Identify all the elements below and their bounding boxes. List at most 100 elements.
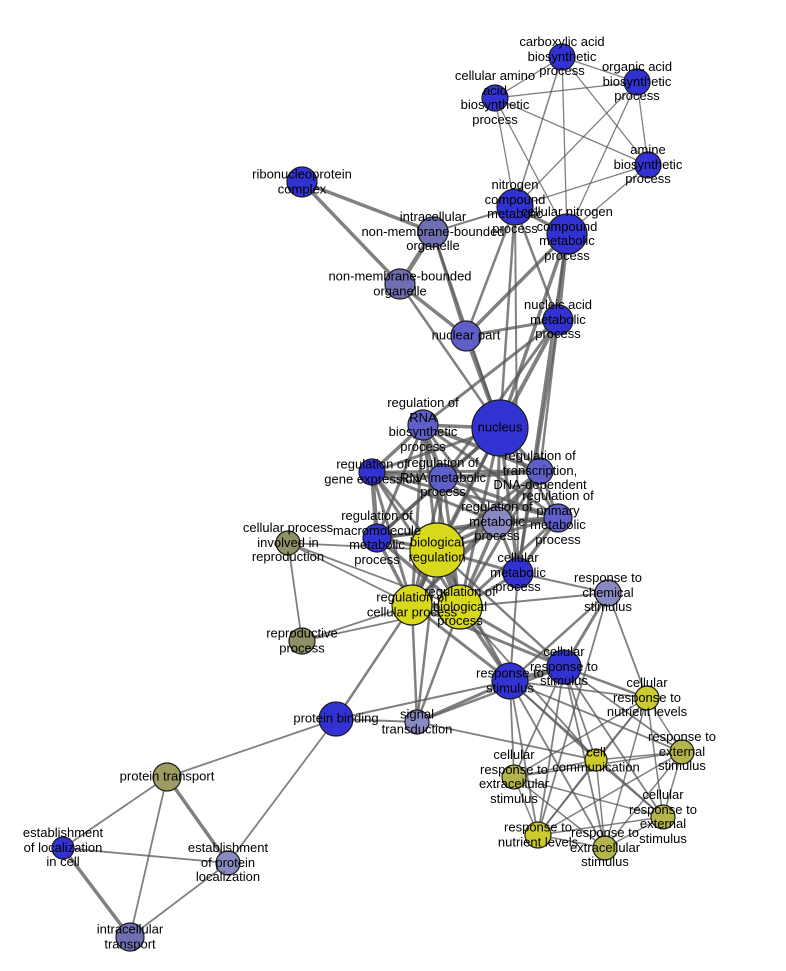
- edges-layer: [61, 56, 683, 939]
- node-cellrespnutrient[interactable]: [634, 685, 660, 711]
- node-respchem[interactable]: [594, 579, 622, 607]
- edge-cellmet-cellnitro: [516, 233, 569, 574]
- edge-nucleus-cellnitro: [498, 233, 569, 429]
- node-amine[interactable]: [634, 151, 662, 179]
- node-reggene[interactable]: [358, 458, 386, 486]
- edge-regrnabio-nucleic: [422, 318, 559, 427]
- edge-carb-cellnitro: [561, 56, 568, 235]
- edge-estloccell-intratransport: [61, 846, 132, 939]
- node-cellnitro[interactable]: [546, 213, 588, 255]
- node-org[interactable]: [623, 68, 651, 96]
- nodes-layer: [51, 43, 695, 952]
- edge-regcellproc-proteinbind: [334, 604, 414, 720]
- node-regtrans[interactable]: [526, 457, 554, 485]
- node-respexternal[interactable]: [669, 739, 695, 765]
- edge-cellrespexternal-respnutrient: [537, 816, 664, 836]
- node-amino[interactable]: [481, 84, 509, 112]
- node-intratransport[interactable]: [115, 922, 145, 952]
- edge-reggene-regmet: [371, 470, 498, 524]
- edge-cellrespexternal-cellrespnutrient: [646, 697, 664, 818]
- edge-ribo-intraorg: [301, 180, 434, 234]
- node-regbioproc[interactable]: [437, 584, 483, 630]
- node-regmet[interactable]: [481, 506, 513, 538]
- edge-regrnamet-regprimary: [442, 476, 559, 520]
- edge-cellrespstim-cellrespexternal: [563, 666, 664, 818]
- node-estloccell[interactable]: [51, 836, 75, 860]
- edge-respchem-respstim: [509, 592, 609, 682]
- edge-respexternal-respnutrient: [537, 751, 683, 836]
- edge-regrnabio-regmet: [421, 424, 499, 523]
- node-respstim[interactable]: [491, 662, 529, 700]
- node-regmacro[interactable]: [362, 523, 392, 553]
- node-intraorg[interactable]: [417, 216, 449, 248]
- node-repro[interactable]: [288, 627, 316, 655]
- edge-proteintransport-estprotloc: [165, 775, 230, 865]
- edge-cellcomm-respextracell: [595, 759, 606, 849]
- edge-regbioproc-respchem: [459, 592, 609, 608]
- node-proteintransport[interactable]: [152, 762, 182, 792]
- edge-cellcomm-respexternal: [595, 751, 683, 761]
- edge-cellrespextracell-cellrespexternal: [513, 776, 664, 818]
- edge-cellrespextracell-cellrespnutrient: [513, 697, 648, 778]
- edge-regcellproc-cellrespstim: [411, 603, 565, 669]
- edge-cellcomm-cellrespexternal: [595, 759, 664, 818]
- edge-nucleus-nitro: [498, 206, 517, 429]
- edge-proteintransport-intratransport: [129, 776, 168, 938]
- node-estprotloc[interactable]: [215, 850, 241, 876]
- node-cellmet[interactable]: [502, 557, 534, 589]
- node-cellrespexternal[interactable]: [650, 804, 676, 830]
- edge-reggene-regcellproc: [370, 471, 414, 606]
- edge-amino-amine: [494, 97, 649, 166]
- edge-respchem-cellrespnutrient: [607, 592, 648, 699]
- edge-estloccell-estprotloc: [62, 847, 229, 864]
- node-nucleic[interactable]: [542, 304, 574, 336]
- edge-cellrespextracell-cellcomm: [513, 759, 597, 778]
- node-proteinbind[interactable]: [318, 701, 354, 737]
- edge-cellprocrepro-repro: [287, 542, 303, 642]
- edge-cellmet-nitro: [514, 206, 519, 574]
- node-nmborg[interactable]: [384, 268, 416, 300]
- edge-cellrespextracell-respextracell: [513, 776, 606, 849]
- edge-regrnamet-nucleic: [441, 319, 560, 479]
- edge-ribo-nmborg: [300, 180, 402, 286]
- edge-proteintransport-estloccell: [62, 776, 168, 849]
- node-regcellproc[interactable]: [391, 584, 433, 626]
- edge-respstim-proteinbind: [335, 680, 511, 720]
- edge-carb-amine: [561, 56, 649, 166]
- edge-estprotloc-intratransport: [129, 862, 229, 938]
- edge-amino-cellnitro: [494, 97, 568, 235]
- node-signal[interactable]: [404, 709, 430, 735]
- edge-org-cellnitro: [566, 81, 638, 235]
- node-nuclearpart[interactable]: [450, 320, 482, 352]
- node-regrnamet[interactable]: [428, 463, 458, 493]
- node-cellprocrepro[interactable]: [275, 530, 301, 556]
- edge-regtrans-nucleic: [538, 319, 560, 472]
- edge-org-amino: [494, 81, 638, 99]
- edge-cellrespstim-cellrespextracell: [513, 666, 565, 778]
- edge-regcellproc-respstim: [411, 603, 511, 683]
- edge-carb-nitro: [514, 56, 563, 208]
- edge-regcellproc-cellprocrepro: [287, 542, 413, 606]
- node-nitro[interactable]: [496, 188, 534, 226]
- edge-cellrespstim-respexternal: [563, 666, 683, 753]
- node-bioreg[interactable]: [409, 522, 465, 578]
- node-ribo[interactable]: [286, 166, 318, 198]
- node-nucleus[interactable]: [471, 399, 529, 457]
- edge-bioreg-signal: [415, 549, 439, 723]
- edge-regrnabio-regcellproc: [410, 424, 425, 606]
- node-regprimary[interactable]: [543, 503, 573, 533]
- node-cellrespextracell[interactable]: [501, 764, 527, 790]
- node-cellcomm[interactable]: [584, 748, 608, 772]
- edge-respexternal-respextracell: [604, 751, 683, 849]
- edge-respextracell-cellrespnutrient: [604, 697, 648, 849]
- node-regrnabio[interactable]: [407, 409, 439, 441]
- node-cellrespstim[interactable]: [546, 649, 582, 685]
- node-respextracell[interactable]: [592, 835, 618, 861]
- node-carb[interactable]: [548, 43, 576, 71]
- node-respnutrient[interactable]: [524, 821, 552, 849]
- edge-respchem-respnutrient: [537, 592, 609, 836]
- edge-org-nitro: [514, 81, 638, 208]
- edge-regrnabio-regbioproc: [421, 424, 462, 608]
